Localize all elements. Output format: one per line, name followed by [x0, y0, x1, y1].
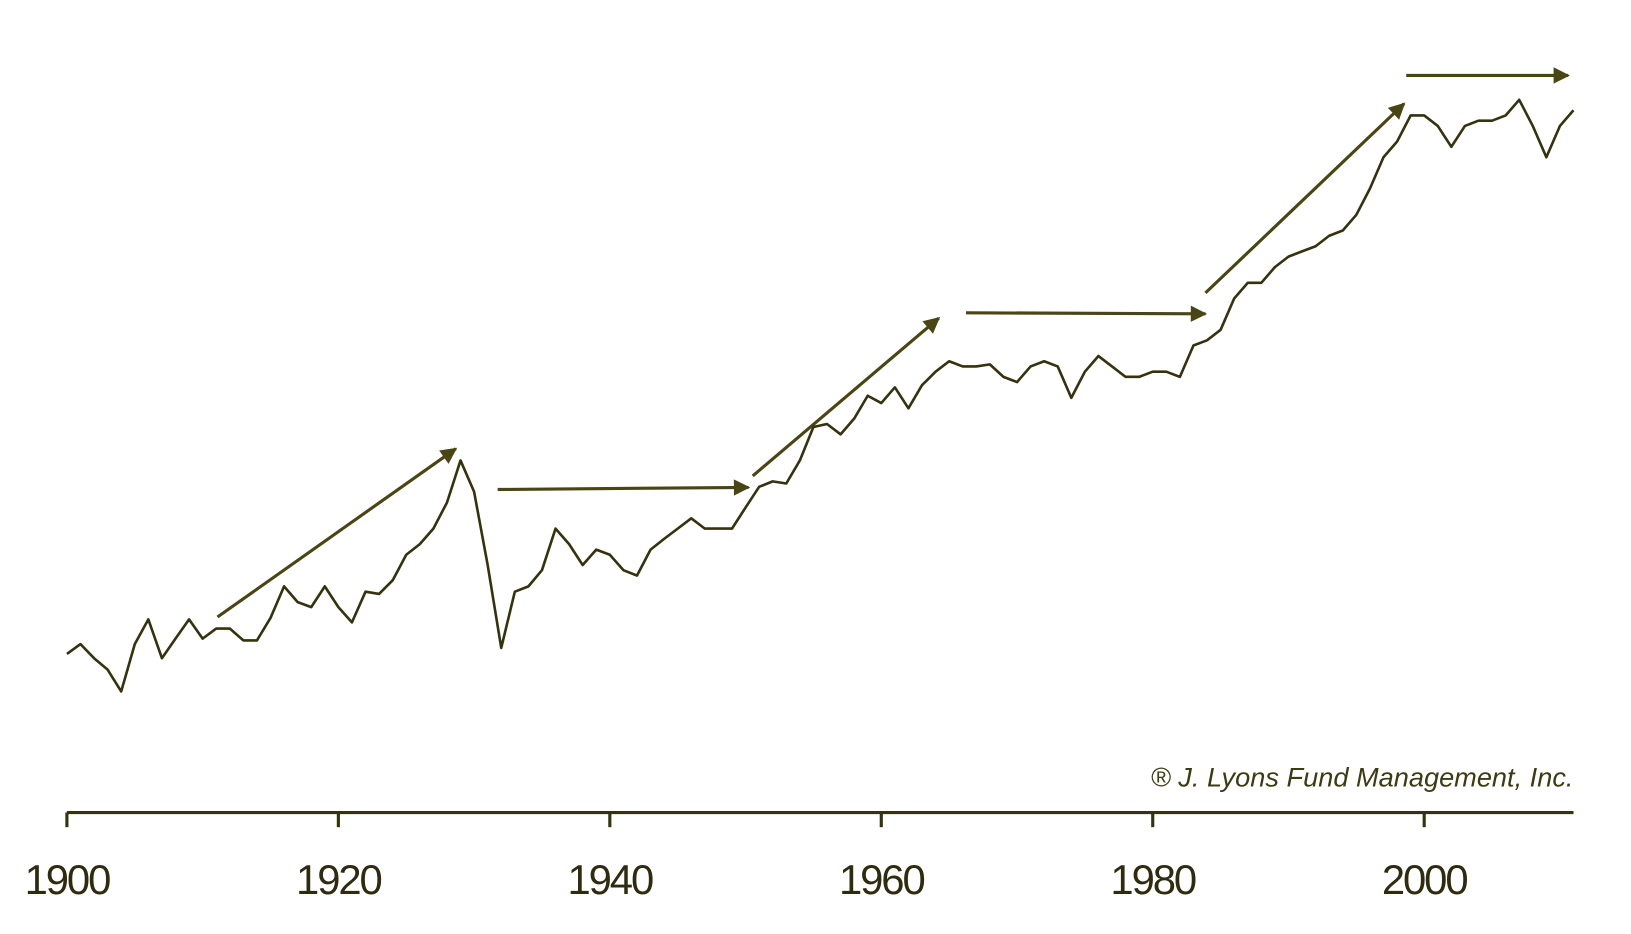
trend-arrow	[216, 447, 458, 619]
annotation: ® J. Lyons Fund Management, Inc.	[1151, 761, 1574, 792]
x-tick-label: 1920	[296, 856, 381, 903]
trend-arrow	[497, 479, 751, 496]
trend-arrow	[966, 305, 1208, 322]
trend-arrows	[216, 67, 1570, 619]
x-tick-label: 2000	[1382, 856, 1467, 903]
x-tick-label: 1900	[25, 856, 110, 903]
trend-arrow	[751, 316, 941, 478]
x-tick-label: 1940	[567, 856, 652, 903]
x-tick-label: 1980	[1110, 856, 1195, 903]
price-line	[66, 98, 1575, 693]
x-tick-label: 1960	[839, 856, 924, 903]
trend-arrow	[1204, 102, 1406, 295]
